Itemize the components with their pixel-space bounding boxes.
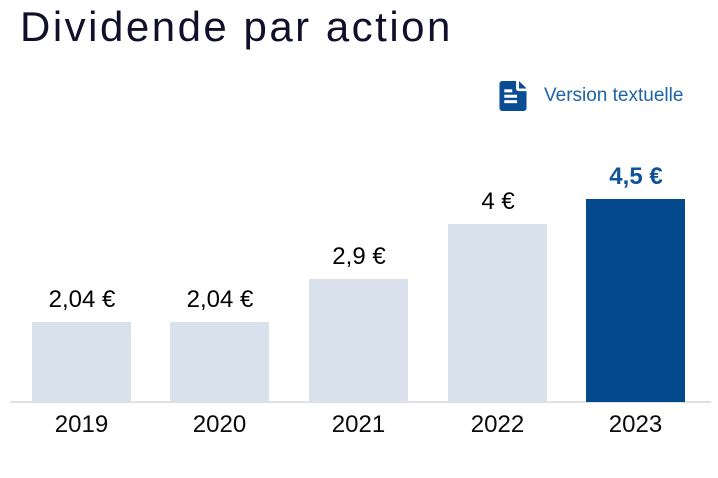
bar-2019 [32, 322, 131, 402]
text-version-label: Version textuelle [544, 85, 684, 106]
bar-2022 [448, 224, 547, 402]
x-tick-2023: 2023 [608, 411, 663, 438]
text-version-link[interactable]: Version textuelle [499, 81, 683, 111]
value-label-2021: 2,9 € [332, 243, 386, 270]
bar-2023 [586, 199, 685, 402]
value-label-2020: 2,04 € [186, 286, 254, 313]
x-tick-2019: 2019 [54, 411, 109, 438]
x-axis-line [10, 401, 711, 403]
bar-2021 [309, 279, 408, 402]
page-title: Dividende par action [20, 3, 453, 50]
value-label-2019: 2,04 € [48, 286, 116, 313]
value-label-2023: 4,5 € [609, 163, 663, 190]
x-tick-2021: 2021 [331, 411, 386, 438]
bar-2020 [170, 322, 269, 402]
document-icon [499, 81, 527, 111]
x-tick-2022: 2022 [470, 411, 525, 438]
value-label-2022: 4 € [481, 188, 515, 215]
x-tick-2020: 2020 [192, 411, 247, 438]
